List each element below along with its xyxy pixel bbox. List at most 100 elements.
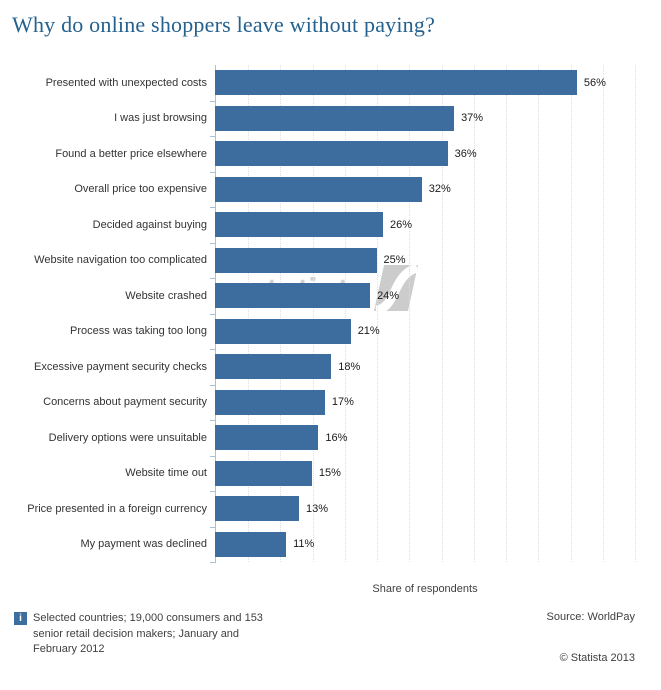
x-axis-label: Share of respondents (372, 583, 478, 595)
gridline (473, 65, 475, 562)
category-label: Found a better price elsewhere (55, 147, 207, 160)
bar (215, 354, 332, 380)
bar-row: My payment was declined 11% (0, 527, 661, 563)
bar (215, 531, 287, 557)
gridline (441, 65, 443, 562)
chart-footer: i Selected countries; 19,000 consumers a… (0, 611, 661, 664)
gridline (602, 65, 604, 562)
bar-row: Presented with unexpected costs 56% (0, 65, 661, 101)
info-icon: i (14, 612, 27, 625)
value-label: 17% (331, 396, 354, 409)
category-label: Website time out (125, 467, 207, 480)
bar (215, 141, 448, 167)
category-label: Concerns about payment security (43, 396, 207, 409)
bar-track: 21% (215, 314, 635, 350)
value-label: 24% (377, 289, 400, 302)
bar-row: Price presented in a foreign currency 13% (0, 491, 661, 527)
footnote-text: Selected countries; 19,000 consumers and… (33, 612, 263, 655)
gridline (312, 65, 314, 562)
bar-track: 36% (215, 136, 635, 172)
bar (215, 318, 351, 344)
bar-row: Delivery options were unsuitable 16% (0, 420, 661, 456)
category-label: I was just browsing (114, 112, 207, 125)
bar-row: Process was taking too long 21% (0, 314, 661, 350)
bar (215, 425, 319, 451)
gridline (506, 65, 508, 562)
value-label: 36% (454, 147, 477, 160)
category-label: Decided against buying (92, 218, 207, 231)
bar-row: Found a better price elsewhere 36% (0, 136, 661, 172)
axis-tick (210, 420, 216, 421)
bar-row: Concerns about payment security 17% (0, 385, 661, 421)
value-label: 32% (428, 183, 451, 196)
bar-track: 56% (215, 65, 635, 101)
bar-row: Website navigation too complicated 25% (0, 243, 661, 279)
category-label: Excessive payment security checks (33, 360, 207, 373)
gridline (538, 65, 540, 562)
bar-track: 17% (215, 385, 635, 421)
category-label: Overall price too expensive (74, 183, 207, 196)
bar (215, 105, 455, 131)
value-label: 26% (390, 218, 413, 231)
bar (215, 283, 371, 309)
axis-tick (210, 491, 216, 492)
category-label: Price presented in a foreign currency (27, 502, 207, 515)
axis-tick (210, 455, 216, 457)
gridline (635, 65, 636, 562)
bar-track: 37% (215, 101, 635, 137)
bar (215, 176, 422, 202)
bar-row: Excessive payment security checks 18% (0, 349, 661, 385)
bar-track: 16% (215, 420, 635, 456)
value-label: 25% (383, 254, 406, 267)
footnote-block: i Selected countries; 19,000 consumers a… (14, 611, 285, 658)
bar-track: 24% (215, 278, 635, 314)
bar-row: Website time out 15% (0, 456, 661, 492)
axis-tick (210, 313, 216, 315)
category-label: Presented with unexpected costs (45, 76, 207, 89)
gridline (344, 65, 346, 562)
category-label: Website navigation too complicated (34, 254, 207, 267)
category-label: Website crashed (125, 289, 207, 302)
bar-track: 11% (215, 527, 635, 563)
value-label: 21% (357, 325, 380, 338)
axis-tick (210, 171, 216, 173)
bar-track: 13% (215, 491, 635, 527)
gridline (570, 65, 572, 562)
bar (215, 460, 312, 486)
axis-tick (210, 562, 216, 563)
chart-area: statista Presented with unexpected costs… (0, 65, 661, 563)
bar (215, 70, 577, 96)
value-label: 18% (338, 360, 361, 373)
bar-track: 26% (215, 207, 635, 243)
category-label: Process was taking too long (70, 325, 207, 338)
bar-track: 32% (215, 172, 635, 208)
value-label: 37% (461, 112, 484, 125)
bar-row: I was just browsing 37% (0, 101, 661, 137)
bar-row: Decided against buying 26% (0, 207, 661, 243)
category-label: My payment was declined (80, 538, 207, 551)
category-label: Delivery options were unsuitable (48, 431, 207, 444)
bar (215, 389, 325, 415)
axis-tick (210, 384, 216, 386)
statista-logo-icon (373, 265, 418, 311)
bar-row: Overall price too expensive 32% (0, 172, 661, 208)
value-label: 13% (306, 502, 329, 515)
axis-tick (210, 349, 216, 350)
value-label: 16% (325, 431, 348, 444)
value-label: 15% (318, 467, 341, 480)
axis-tick (210, 278, 216, 279)
value-label: 56% (583, 76, 606, 89)
axis-tick (210, 207, 216, 208)
bar-track: 15% (215, 456, 635, 492)
axis-tick (210, 100, 216, 102)
copyright-label: © Statista 2013 (559, 652, 635, 664)
gridline (377, 65, 379, 562)
gridline (248, 65, 250, 562)
bar-rows: Presented with unexpected costs 56% I was … (0, 65, 661, 562)
bar (215, 247, 377, 273)
gridline (280, 65, 282, 562)
value-label: 11% (293, 538, 315, 551)
bar-track: 25% (215, 243, 635, 279)
source-label: Source: WorldPay (546, 611, 635, 623)
